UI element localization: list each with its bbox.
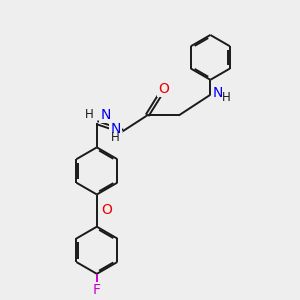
Text: H: H	[84, 108, 93, 121]
Text: O: O	[158, 82, 169, 96]
Text: N: N	[100, 108, 111, 122]
Text: H: H	[111, 131, 119, 144]
Text: N: N	[110, 122, 121, 136]
Text: H: H	[222, 91, 231, 103]
Text: N: N	[213, 86, 223, 100]
Text: O: O	[101, 203, 112, 217]
Text: F: F	[93, 283, 101, 297]
